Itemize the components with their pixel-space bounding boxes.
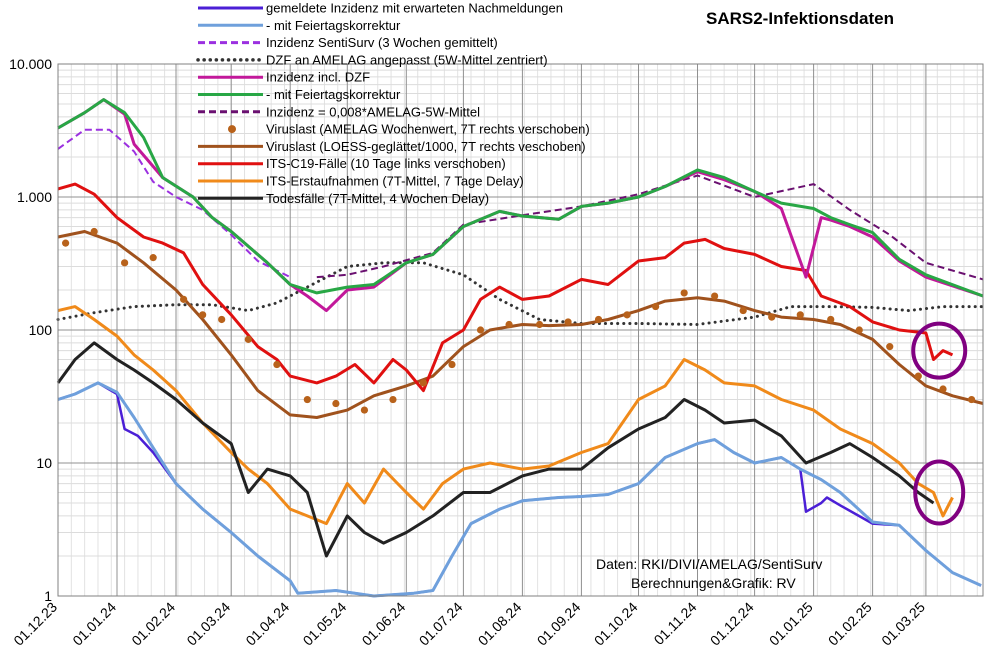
viruslast-point (711, 292, 719, 300)
series-line-11 (56, 341, 935, 558)
viruslast-point (149, 254, 157, 262)
viruslast-point (448, 360, 456, 369)
legend-label: Todesfälle (7T-Mittel, 4 Wochen Delay) (266, 191, 489, 206)
chart-title: SARS2-Infektionsdaten (706, 9, 894, 28)
viruslast-point (796, 311, 804, 319)
viruslast-point (199, 311, 207, 319)
x-tick-label: 01.11.24 (651, 599, 700, 648)
legend-label: Viruslast (LOESS-geglättet/1000, 7T rech… (266, 139, 586, 154)
highlight-ellipse (913, 459, 966, 526)
viruslast-point (244, 335, 252, 343)
x-tick-labels: 01.12.23 01.01.24 01.02.24 01.03.24 01.04.24… (10, 599, 928, 649)
viruslast-point (121, 259, 129, 267)
x-tick-label: 01.01.25 (766, 599, 816, 649)
viruslast-point (180, 295, 188, 303)
plot-frame (57, 63, 984, 597)
y-tick-label: 10.000 (9, 56, 52, 72)
legend-label: - mit Feiertagskorrektur (266, 87, 401, 102)
viruslast-point (332, 399, 340, 408)
x-tick-label: 01.07.24 (416, 599, 466, 649)
series-line-3 (56, 261, 985, 326)
viruslast-point (505, 320, 513, 329)
viruslast-point (90, 227, 98, 236)
legend-label: Inzidenz incl. DZF (266, 70, 370, 85)
x-tick-label: 01.06.24 (359, 599, 409, 649)
x-tick-label: 01.04.24 (242, 599, 292, 649)
viruslast-point (680, 289, 688, 297)
x-tick-label: 01.02.25 (825, 599, 875, 649)
y-tick-label: 10 (36, 455, 52, 471)
x-tick-label: 01.09.24 (534, 599, 584, 649)
viruslast-point (939, 385, 947, 393)
viruslast-point (535, 320, 544, 329)
x-tick-label: 01.12.23 (10, 599, 60, 649)
highlight-ellipse (911, 321, 968, 380)
viruslast-point (967, 395, 976, 404)
legend-label: Inzidenz = 0,008*AMELAG-5W-Mittel (266, 104, 480, 119)
legend-label: gemeldete Inzidenz mit erwarteten Nachme… (266, 1, 563, 16)
viruslast-point (564, 318, 572, 326)
viruslast-point (62, 239, 70, 247)
viruslast-point (476, 326, 485, 334)
y-tick-label: 1 (44, 588, 52, 604)
series-line-2 (57, 128, 291, 278)
annotation-layer (911, 321, 968, 526)
x-tick-label: 01.03.25 (878, 599, 928, 649)
legend-label: Inzidenz SentiSurv (3 Wochen gemittelt) (266, 35, 498, 50)
x-tick-label: 01.01.24 (69, 599, 119, 649)
legend-label: ITS-C19-Fälle (10 Tage links verschoben) (266, 156, 506, 171)
y-tick-label: 100 (29, 322, 53, 338)
y-tick-labels: 10.000 1.000 100 10 1 (9, 56, 52, 604)
viruslast-point (914, 372, 922, 380)
viruslast-point (855, 326, 863, 334)
viruslast-point (419, 379, 428, 387)
viruslast-point (652, 302, 660, 311)
series-line-5 (57, 98, 984, 298)
legend-label: ITS-Erstaufnahmen (7T-Mittel, 7 Tage Del… (266, 174, 524, 189)
legend-label: - mit Feiertagskorrektur (266, 18, 401, 33)
series-line-10 (57, 305, 954, 526)
x-tick-label: 01.03.24 (183, 599, 233, 649)
viruslast-point (389, 395, 397, 404)
viruslast-point (360, 406, 369, 414)
legend-swatch (228, 125, 236, 134)
viruslast-point (886, 343, 894, 351)
viruslast-point (739, 306, 747, 315)
viruslast-point (303, 395, 311, 404)
viruslast-point (273, 360, 281, 369)
viruslast-point (768, 313, 776, 321)
viruslast-point (623, 311, 631, 319)
source-line-credits: Berechnungen&Grafik: RV (631, 575, 796, 591)
viruslast-point (594, 315, 603, 324)
legend-label: Viruslast (AMELAG Wochenwert, 7T rechts … (266, 122, 590, 137)
x-tick-label: 01.10.24 (591, 599, 641, 649)
series-line-9 (57, 182, 954, 393)
legend: gemeldete Inzidenz mit erwarteten Nachme… (196, 1, 590, 206)
y-tick-label: 1.000 (17, 189, 52, 205)
legend-label: DZF an AMELAG angepasst (5W-Mittel zentr… (266, 52, 548, 67)
source-line-data: Daten: RKI/DIVI/AMELAG/SentiSurv (596, 556, 822, 572)
viruslast-point (218, 315, 226, 324)
series-line-6 (316, 174, 984, 281)
viruslast-point (827, 315, 835, 324)
series-line-1 (57, 381, 982, 598)
x-tick-label: 01.02.24 (128, 599, 178, 649)
x-tick-label: 01.08.24 (475, 599, 525, 649)
series-layer (56, 98, 985, 598)
x-tick-label: 01.12.24 (707, 599, 757, 649)
x-tick-label: 01.05.24 (300, 599, 350, 649)
